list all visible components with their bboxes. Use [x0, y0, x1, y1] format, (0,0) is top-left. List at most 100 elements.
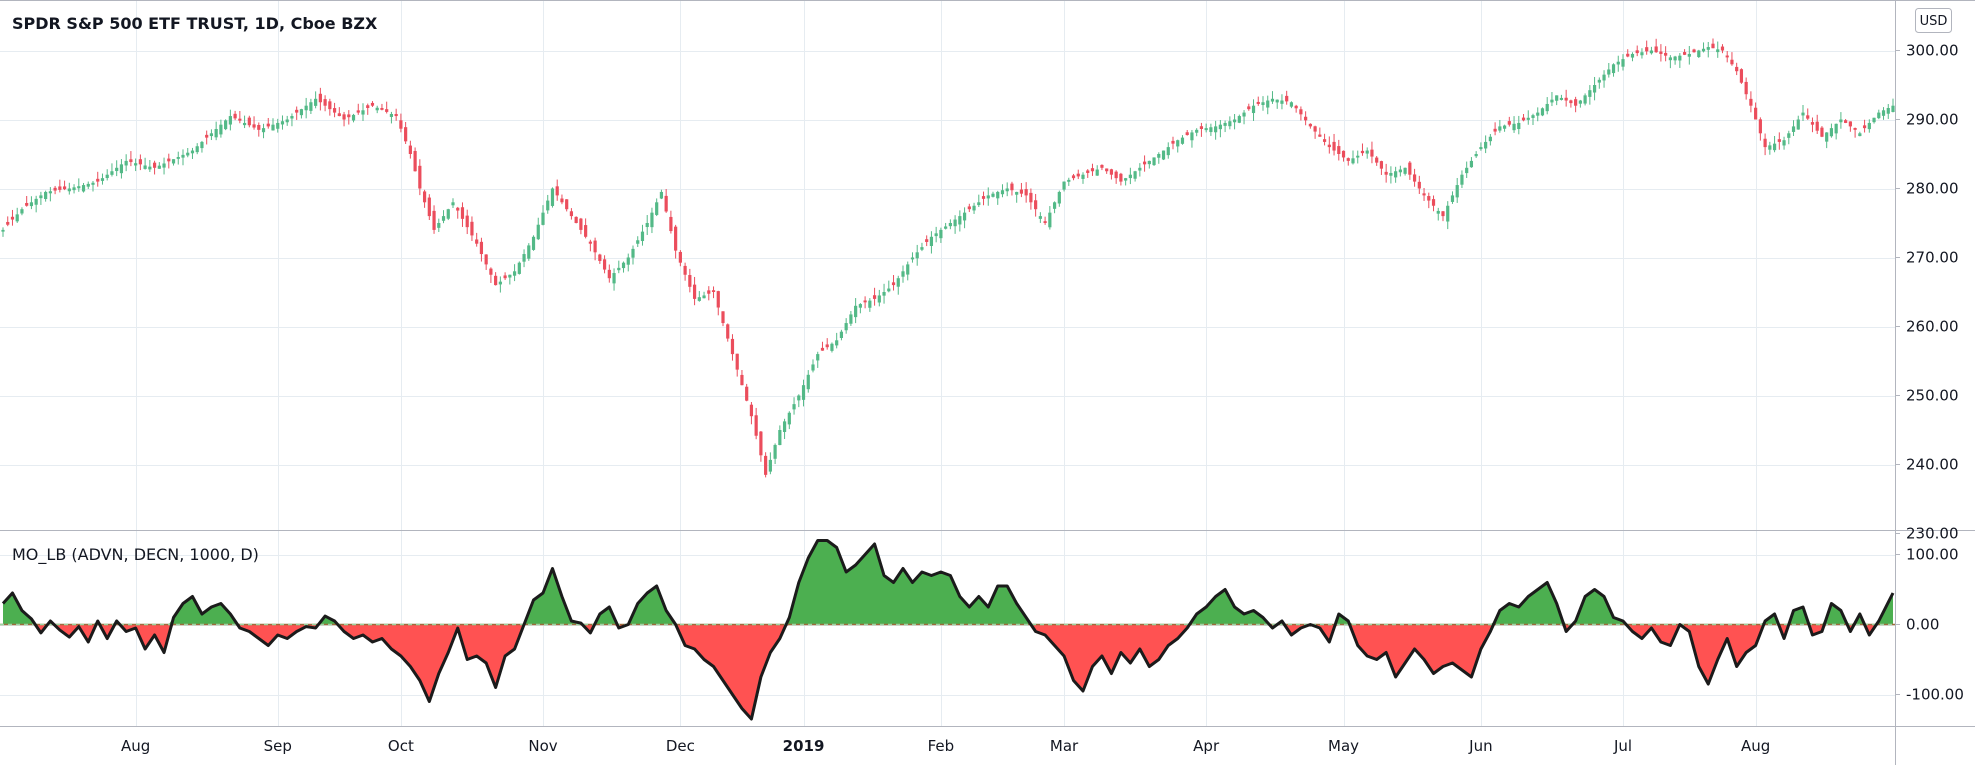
candle	[1379, 160, 1384, 175]
candle-body	[209, 133, 214, 137]
candle-body	[891, 282, 896, 286]
candle	[1157, 152, 1161, 164]
candle-body	[96, 178, 100, 182]
candle-body	[1806, 115, 1810, 119]
candle	[612, 268, 616, 291]
candle-body	[830, 343, 834, 351]
candle-body	[527, 245, 531, 259]
candle	[119, 159, 124, 179]
candle-body	[858, 304, 862, 308]
candle-body	[1394, 171, 1398, 178]
candle-body	[508, 274, 512, 278]
candle	[1493, 122, 1497, 136]
candle	[1791, 120, 1796, 136]
candle	[39, 191, 43, 205]
candle-body	[1465, 167, 1469, 174]
oscillator-pane[interactable]	[0, 539, 1895, 721]
candle	[778, 425, 782, 446]
candle	[1687, 46, 1691, 65]
candle	[1564, 89, 1568, 107]
candle-body	[1474, 154, 1478, 157]
candle	[62, 180, 67, 191]
oscillator-axis[interactable]: -100.00 0.00 100.00	[1895, 546, 1964, 704]
time-axis[interactable]: Aug Sep Oct Nov Dec 2019 Feb Mar Apr May Jun Jul Aug	[121, 737, 1770, 755]
candle	[996, 190, 1000, 205]
candle-body	[536, 224, 540, 240]
candle	[134, 158, 138, 172]
candle-body	[1735, 66, 1739, 72]
candle	[835, 332, 839, 349]
candle	[1536, 107, 1540, 122]
price-axis[interactable]: 230.00 240.00 250.00 260.00 270.00 280.00 290.…	[1895, 42, 1959, 543]
candle-body	[1460, 174, 1464, 185]
candle	[1839, 112, 1843, 129]
candle-body	[787, 412, 791, 425]
candle-body	[1024, 189, 1028, 196]
candle-body	[773, 444, 777, 459]
candle	[257, 122, 261, 137]
candle-body	[328, 101, 332, 110]
candle	[200, 140, 204, 153]
currency-badge-label: USD	[1920, 14, 1948, 29]
candle	[209, 129, 214, 141]
candle	[399, 113, 403, 133]
price-pane[interactable]	[1, 38, 1895, 478]
candle-body	[238, 118, 242, 121]
candle-body	[465, 215, 469, 228]
candle-body	[39, 195, 43, 199]
candle-body	[1431, 199, 1436, 206]
candle-body	[1886, 108, 1890, 114]
candle-body	[6, 221, 10, 225]
candle	[347, 110, 351, 125]
candle	[1484, 135, 1488, 154]
candle-body	[574, 216, 578, 223]
candle-body	[1815, 121, 1819, 131]
candle	[186, 147, 190, 158]
candles-group	[1, 38, 1895, 478]
candle-body	[1555, 95, 1559, 101]
candle	[1607, 62, 1611, 78]
candle	[1801, 104, 1805, 121]
candle	[1417, 175, 1421, 194]
candle-body	[1341, 150, 1346, 158]
candle	[1214, 120, 1218, 140]
candle-body	[1436, 210, 1440, 214]
candle-body	[669, 216, 673, 232]
candle-body	[1370, 149, 1374, 157]
candle	[584, 218, 588, 239]
candle	[181, 149, 185, 166]
candle	[1142, 155, 1147, 172]
candle	[1862, 119, 1867, 133]
candle-body	[48, 191, 52, 194]
candle	[1076, 169, 1080, 180]
candle-body	[1559, 97, 1564, 100]
candle	[872, 287, 877, 306]
currency-badge[interactable]: USD	[1915, 8, 1952, 33]
candle-body	[503, 275, 507, 279]
candle-body	[967, 206, 971, 210]
candle	[1337, 139, 1341, 161]
candle	[868, 298, 872, 312]
candle	[939, 227, 943, 243]
candle-body	[1398, 169, 1402, 173]
time-tick-label: Nov	[528, 737, 557, 755]
time-tick-label: Aug	[121, 737, 150, 755]
candle	[1152, 157, 1156, 166]
candle-body	[1588, 90, 1592, 97]
candle	[1592, 76, 1597, 101]
candle-body	[1304, 116, 1308, 121]
candle-body	[1640, 52, 1644, 56]
candle-body	[1517, 122, 1521, 130]
candle-body	[1052, 202, 1057, 209]
candle-body	[1820, 127, 1824, 137]
candle-body	[1360, 150, 1365, 154]
candle-body	[399, 120, 403, 129]
candle-body	[944, 226, 948, 229]
candle-body	[1379, 161, 1384, 169]
candle-body	[138, 159, 142, 165]
candle	[418, 159, 422, 196]
candle-body	[1422, 193, 1426, 196]
time-tick-label: Mar	[1050, 737, 1079, 755]
